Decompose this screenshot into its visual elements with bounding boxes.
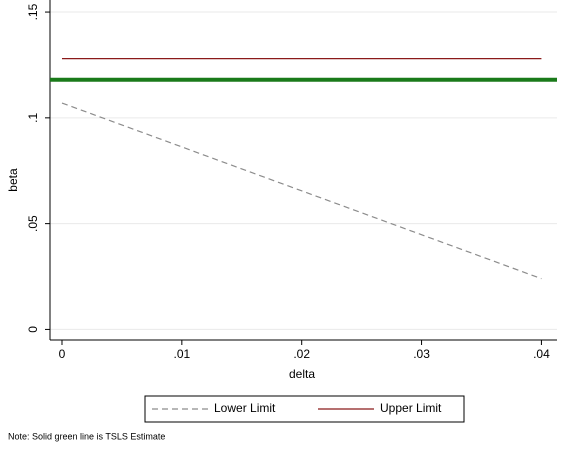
series-line — [61, 102, 542, 280]
x-axis-title: delta — [289, 367, 315, 381]
y-tick-label: .15 — [26, 3, 40, 20]
y-tick-label: 0 — [26, 326, 40, 333]
y-axis-title: beta — [6, 168, 20, 192]
legend-box — [144, 395, 465, 423]
x-tick-label: .03 — [413, 347, 430, 361]
x-tick-label: 0 — [59, 347, 66, 361]
legend-label: Upper Limit — [380, 401, 442, 415]
legend-label: Lower Limit — [214, 401, 276, 415]
y-tick-label: .1 — [26, 113, 40, 123]
x-tick-label: .04 — [533, 347, 550, 361]
x-tick-label: .02 — [293, 347, 310, 361]
y-tick-label: .05 — [26, 215, 40, 232]
note: Note: Solid green line is TSLS Estimate — [8, 431, 165, 441]
x-tick-label: .01 — [174, 347, 191, 361]
